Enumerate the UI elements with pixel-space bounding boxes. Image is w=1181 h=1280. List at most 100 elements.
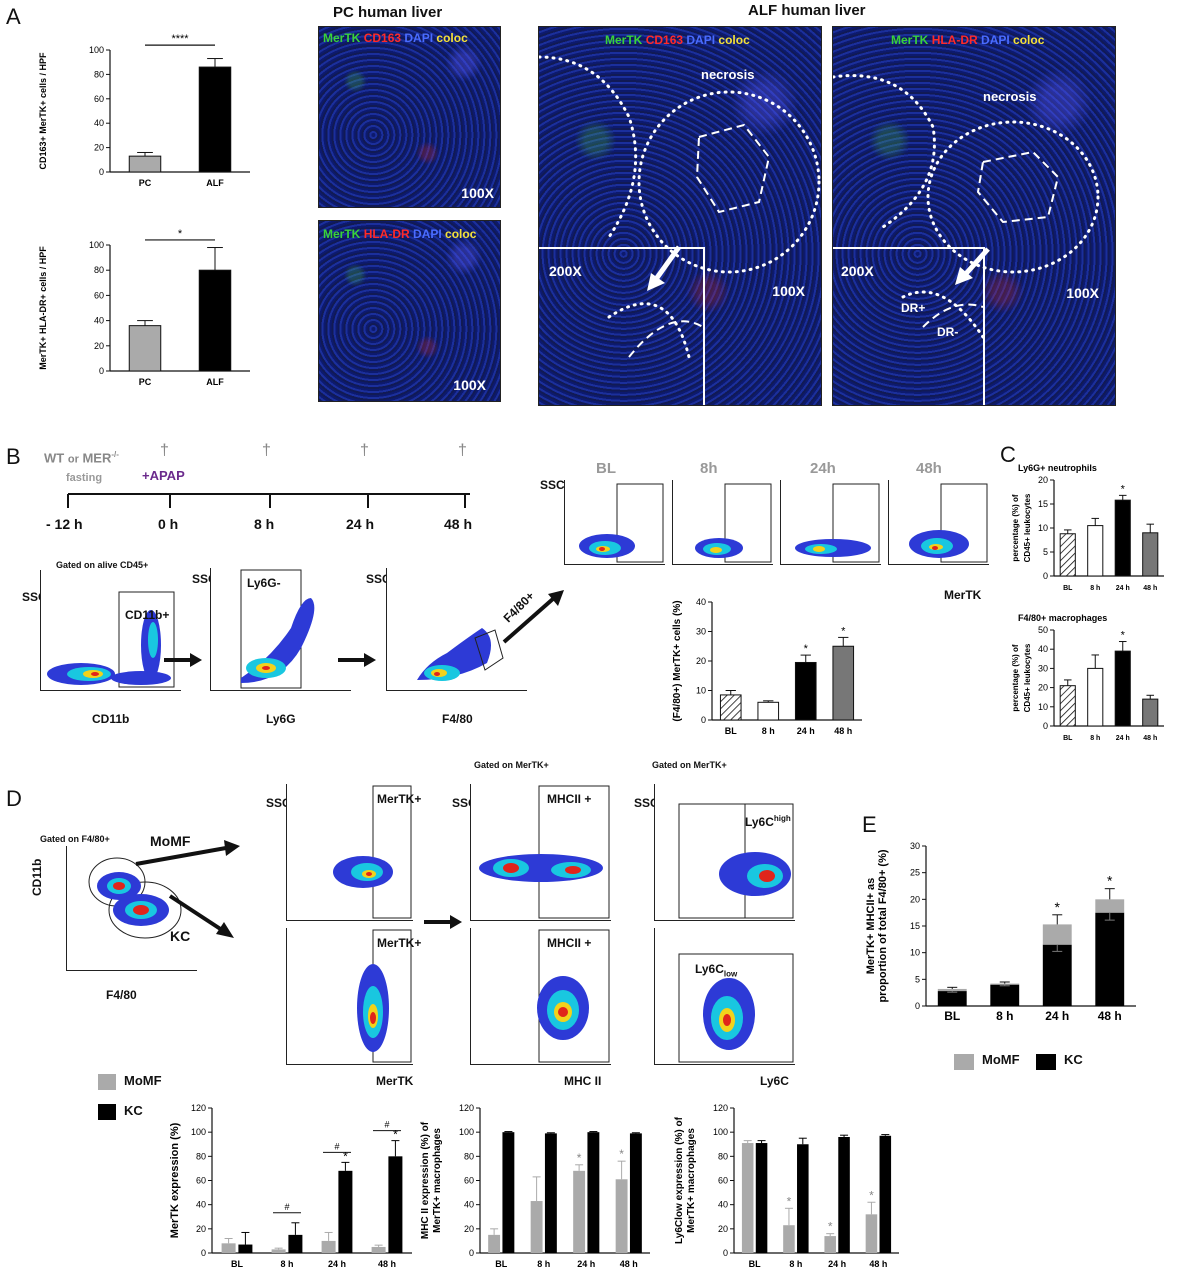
x-tick-label: 24 h [1116,585,1130,592]
significance-mark: # [334,1141,339,1151]
y-axis-label-line: CD163+ MerTK+ cells / HPF [38,52,48,170]
bar [1087,667,1104,727]
bar [1142,532,1159,577]
bar [321,1240,336,1253]
timeline-axis [67,493,470,508]
chart-d3: 0 20 40 60 80 100 120 Ly6Clow expression (%) of… [674,1103,899,1269]
y-tick-label: 60 [718,1176,728,1186]
stain-cd163: CD163 [645,33,684,47]
necrosis-outlines [539,55,821,359]
x-tick-label: BL [1063,585,1073,592]
bar [128,155,162,173]
y-tick-label: 0 [201,1248,206,1258]
y-tick-label: 0 [469,1248,474,1258]
chart-d2: 0 20 40 60 80 100 120 MHC II expression (%) ofM… [420,1103,650,1269]
gating-arrow-3 [502,590,564,644]
stain-dapi: DAPI [413,227,442,241]
chart-c1: 0 5 10 15 20 percentage (%) of CD45+ leukocyte… [1011,463,1164,592]
gating-arrow-1 [164,653,202,667]
gating-arrow-2 [338,653,376,667]
gate-ly6c-low-sub: low [723,969,738,979]
stain-hladr: HLA-DR [931,33,978,47]
significance-mark: * [869,1188,874,1202]
flow-plot-kc-mhcii: MHCII + [470,928,611,1065]
significance-mark: # [384,1120,389,1130]
x-tick-label: 24 h [828,1259,846,1269]
d-x-label-mertk: MerTK [376,1074,414,1088]
bar [238,1244,253,1253]
bar [629,1133,642,1253]
y-tick-label: 80 [94,265,104,275]
timeplot-y-label: SSC [540,478,565,492]
bar [198,269,232,372]
x-tick-label: 48 h [1143,735,1157,742]
y-tick-label: 60 [196,1176,206,1186]
y-axis-label: MHC II expression (%) ofMerTK+ macrophag… [420,1121,443,1239]
bar [1059,533,1076,577]
x-tick-label: PC [139,178,152,188]
flow-plot-ly6g: Ly6G- [210,568,351,691]
timeplot-8h [672,480,773,565]
chart-a1: 0 20 40 60 80 100 CD163+ MerTK+ cells / HPF PC A… [38,33,250,188]
d-x-label-ly6c: Ly6C [760,1074,789,1088]
bar [128,325,162,372]
timeplot-24h [780,480,881,565]
stain-dapi: DAPI [686,33,716,47]
fasting-label: fasting [66,472,103,484]
y-tick-label: 60 [464,1176,474,1186]
y-axis-label-line: MHC II expression (%) of [420,1121,431,1239]
bar [838,1137,850,1253]
x-tick-label: 8 h [996,1009,1013,1023]
dr-negative-label: DR- [937,325,959,339]
y-axis-label: MerTK+ HLA-DR+ cells / HPF [38,246,48,370]
dagger-0h: † [160,442,169,459]
bar-kc [990,984,1020,1006]
bar [719,694,742,721]
stain-cd163: CD163 [363,31,402,45]
flow-plot-f480 [386,568,527,691]
x-tick-label: 8 h [1090,585,1100,592]
stain-coloc: coloc [1013,33,1045,47]
timeline-tick-48: 48 h [444,516,473,532]
dagger-8h: † [262,442,271,459]
bar [1114,650,1131,727]
bar [544,1133,557,1253]
gate-ly6c-high: Ly6Chigh [745,814,791,829]
y-tick-label: 0 [1043,721,1048,731]
dr-positive-label: DR+ [901,301,926,315]
y-axis-label-line: MerTK+ macrophages [432,1128,443,1233]
timeline-tick-0: 0 h [158,516,179,532]
group-mer-sup: -/- [111,450,119,459]
legend-label-kc-d: KC [124,1103,143,1118]
legend-swatch-kc-e [1036,1054,1056,1070]
y-tick-label: 40 [94,118,104,128]
apap-label: +APAP [142,468,185,483]
bar [288,1234,303,1253]
flow-plot-kc-mertk: MerTK+ [286,928,421,1065]
bar [757,701,780,721]
legend-label-kc-e: KC [1064,1052,1083,1067]
y-axis-label-line: MerTK+ MHCII+ as [866,878,877,975]
y-tick-label: 10 [910,948,920,958]
y-axis-label: (F4/80+) MerTK+ cells (%) [672,600,683,721]
gate-ly6c-high-main: Ly6C [745,815,774,829]
dagger-24h: † [360,442,369,459]
y-axis-label: percentage (%) of CD45+ leukocytes [1011,493,1032,562]
legend-swatch-momf-d [98,1074,116,1090]
bar-kc [1095,912,1125,1006]
bar [615,1179,628,1253]
flow1-x-label: CD11b [92,712,130,726]
inset-frame [539,247,705,405]
y-axis-label-line: MerTK+ HLA-DR+ cells / HPF [38,246,48,370]
gate-ly6c-low: Ly6Clow [695,962,737,978]
necrosis-outlines [833,74,1100,339]
magnification-label: 100X [461,185,494,201]
x-tick-label: ALF [206,178,224,188]
flow3-x-label: F4/80 [442,712,473,726]
flow-plot-kc-ly6c: Ly6Clow [654,928,795,1065]
y-tick-label: 20 [696,656,706,666]
bar [221,1243,236,1253]
d-ssc-label-3: SSC [634,796,659,810]
bar [824,1236,836,1253]
panel-letter-a: A [6,4,21,29]
